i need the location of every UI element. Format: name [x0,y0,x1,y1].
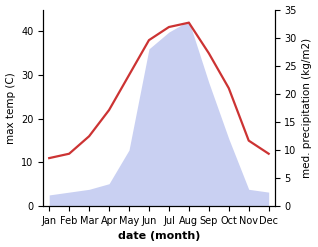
X-axis label: date (month): date (month) [118,231,200,242]
Y-axis label: max temp (C): max temp (C) [5,72,16,144]
Y-axis label: med. precipitation (kg/m2): med. precipitation (kg/m2) [302,38,313,178]
